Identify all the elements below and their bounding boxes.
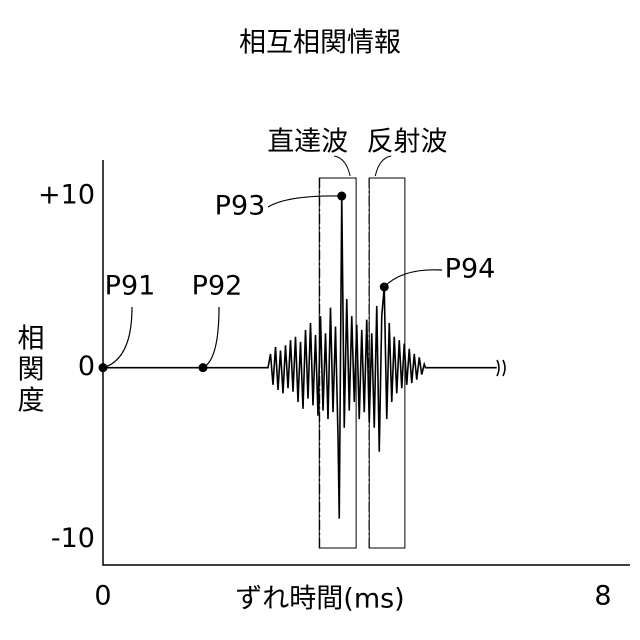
chart: 相互相関情報 ずれ時間(ms) 相関度 +10 0 -10 0 8 直達波反射波 P91 P9…	[0, 0, 640, 640]
point-leader	[268, 196, 342, 207]
y-tick-label: +10	[38, 180, 95, 211]
x-tick-label: 0	[94, 581, 111, 612]
axis-break	[497, 360, 505, 376]
y-axis-label: 相関度	[13, 323, 45, 416]
point-leader	[384, 270, 442, 287]
point-label: P92	[192, 271, 243, 302]
point-label: P91	[105, 271, 156, 302]
window-label: 直達波	[267, 127, 348, 158]
point-label: P93	[215, 191, 266, 222]
chart-title: 相互相関情報	[239, 28, 401, 59]
x-tick-label: 8	[594, 581, 611, 612]
window-label: 反射波	[367, 127, 448, 158]
window-leader	[334, 156, 350, 176]
y-tick-label: 0	[78, 351, 95, 382]
y-tick-label: -10	[51, 523, 95, 554]
window-leader	[375, 156, 391, 176]
point-leader	[103, 307, 132, 368]
waveform	[103, 196, 497, 519]
axes	[103, 160, 630, 565]
x-axis-label: ずれ時間(ms)	[235, 584, 404, 615]
point-leader	[203, 307, 219, 368]
point-label: P94	[445, 254, 496, 285]
window	[369, 178, 405, 548]
